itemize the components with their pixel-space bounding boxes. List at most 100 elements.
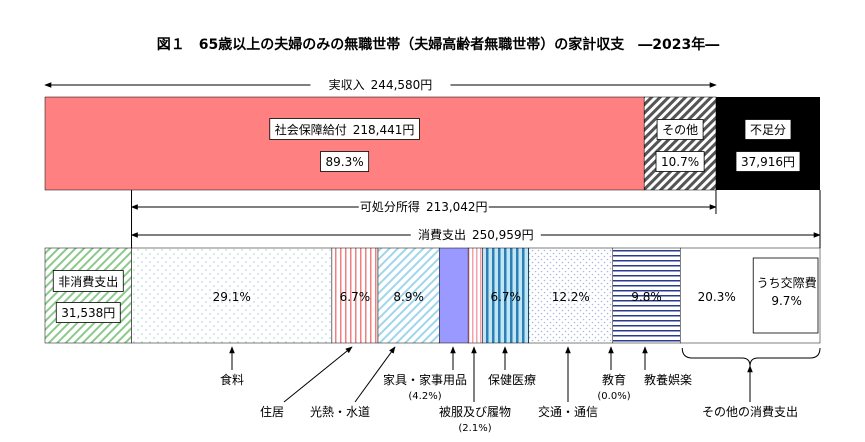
category-label: 家具・家事用品	[383, 372, 467, 387]
category-note-part: (4.2%)	[408, 391, 441, 402]
income-item-label-part: 社会保障給付	[275, 122, 347, 137]
income-item-percent-part: 89.3%	[326, 155, 364, 169]
category-note-part: (0.0%)	[597, 391, 630, 402]
income-segment	[643, 96, 717, 191]
income-item-percent-group: 89.3%	[320, 151, 370, 172]
category-label: その他の消費支出	[702, 404, 798, 419]
non-consumption-segment	[44, 247, 132, 344]
disposable-label-bg	[358, 199, 489, 215]
category-label-group: その他の消費支出	[702, 404, 798, 419]
title: 図１ 65歳以上の夫婦のみの無職世帯（夫婦高齢者無職世帯）の家計収支 ―2023…	[157, 36, 719, 53]
non-consumption-label: 非消費支出	[58, 274, 118, 289]
category-percent-part: 29.1%	[213, 290, 251, 304]
category-note-part: (2.1%)	[458, 423, 491, 434]
sub-label-part: うち交際費	[757, 275, 817, 290]
sub-percent: 9.7%	[771, 294, 802, 308]
category-percent-group: 8.9%	[393, 290, 424, 304]
income-label: 実収入 244,580円	[329, 77, 433, 92]
income-item-percent-box	[320, 151, 370, 172]
sub-label: うち交際費	[757, 275, 817, 290]
income-item-label-group: その他	[656, 119, 704, 140]
category-percent-group: 29.1%	[213, 290, 251, 304]
deficit-value-box	[735, 151, 801, 172]
category-label-group: 被服及び履物	[439, 405, 511, 419]
category-percent-group: 20.3%	[698, 290, 736, 304]
category-note: (0.0%)	[597, 391, 630, 402]
category-note-group: (4.2%)	[408, 391, 441, 402]
deficit-value: 37,916円	[741, 155, 795, 169]
category-label-part: 教育	[602, 372, 626, 387]
category-segment	[439, 247, 469, 344]
category-label: 光熱・水道	[310, 405, 370, 419]
category-label-part: 交通・通信	[538, 404, 598, 419]
category-segment	[528, 247, 614, 344]
category-percent-group: 12.2%	[552, 290, 590, 304]
consumption-label: 消費支出 250,959円	[418, 227, 534, 242]
category-percent-part: 12.2%	[552, 290, 590, 304]
category-label-group: 住居	[260, 405, 284, 419]
category-label: 教養娯楽	[644, 372, 692, 387]
income-segment	[44, 96, 645, 191]
category-label: 教育	[602, 372, 626, 387]
income-item-label-part: 218,441円	[353, 123, 415, 137]
income-label-part: 実収入	[329, 77, 365, 92]
category-note: (4.2%)	[408, 391, 441, 402]
income-item-label-group: 社会保障給付 218,441円	[269, 118, 420, 140]
disposable-label-part: 可処分所得	[360, 199, 420, 214]
non-consumption-label-group: 非消費支出	[52, 270, 124, 292]
category-label-group: 教養娯楽	[644, 372, 692, 387]
deficit-label-group: 不足分	[744, 119, 792, 140]
category-label-part: 光熱・水道	[310, 405, 370, 419]
sub-label-group: うち交際費	[757, 275, 817, 290]
sub-percent-group: 9.7%	[771, 294, 802, 308]
category-percent: 29.1%	[213, 290, 251, 304]
income-item-percent: 10.7%	[661, 155, 699, 169]
category-note: (2.1%)	[458, 423, 491, 434]
category-percent: 9.8%	[631, 290, 662, 304]
category-percent: 8.9%	[393, 290, 424, 304]
deficit-label-box	[744, 119, 792, 140]
category-segment	[482, 247, 530, 344]
non-consumption-value: 31,538円	[61, 306, 115, 320]
category-label: 保健医療	[488, 373, 536, 387]
category-label-part: 被服及び履物	[439, 405, 511, 419]
category-percent-part: 6.7%	[340, 290, 371, 304]
category-percent: 6.7%	[490, 290, 521, 304]
category-label-group: 交通・通信	[538, 404, 598, 419]
deficit-value-part: 37,916円	[741, 155, 795, 169]
category-percent: 6.7%	[340, 290, 371, 304]
income-label-bg	[310, 77, 451, 93]
income-item-label-part: その他	[662, 123, 698, 137]
category-label-group: 教育	[602, 372, 626, 387]
category-label: 食料	[220, 372, 244, 387]
consumption-label-part: 250,959円	[472, 228, 534, 242]
consumption-label-part: 消費支出	[418, 227, 466, 242]
category-segment	[377, 247, 440, 344]
income-label-group: 実収入 244,580円	[329, 77, 433, 92]
income-item-label-box	[269, 118, 420, 140]
non-consumption-value-part: 31,538円	[61, 306, 115, 320]
non-consumption-label-box	[52, 270, 124, 292]
category-note-group: (0.0%)	[597, 391, 630, 402]
category-percent-part: 9.8%	[631, 290, 662, 304]
category-label-group: 食料	[220, 372, 244, 387]
deficit-value-group: 37,916円	[735, 151, 801, 172]
sub-percent-part: 9.7%	[771, 294, 802, 308]
category-label-part: 保健医療	[488, 373, 536, 387]
income-item-percent-part: 10.7%	[661, 155, 699, 169]
category-note-group: (2.1%)	[458, 423, 491, 434]
category-percent: 20.3%	[698, 290, 736, 304]
category-label-part: 住居	[260, 405, 284, 419]
non-consumption-label-part: 非消費支出	[58, 274, 118, 289]
deficit-label-part: 不足分	[750, 123, 786, 137]
income-item-label: 社会保障給付 218,441円	[275, 122, 415, 137]
category-label-part: 家具・家事用品	[383, 372, 467, 387]
category-percent-part: 20.3%	[698, 290, 736, 304]
brace	[681, 347, 821, 367]
category-label: 被服及び履物	[439, 405, 511, 419]
category-label: 交通・通信	[538, 404, 598, 419]
consumption-label-group: 消費支出 250,959円	[418, 227, 534, 242]
category-label: 住居	[260, 405, 284, 419]
disposable-label-group: 可処分所得 213,042円	[360, 199, 488, 214]
